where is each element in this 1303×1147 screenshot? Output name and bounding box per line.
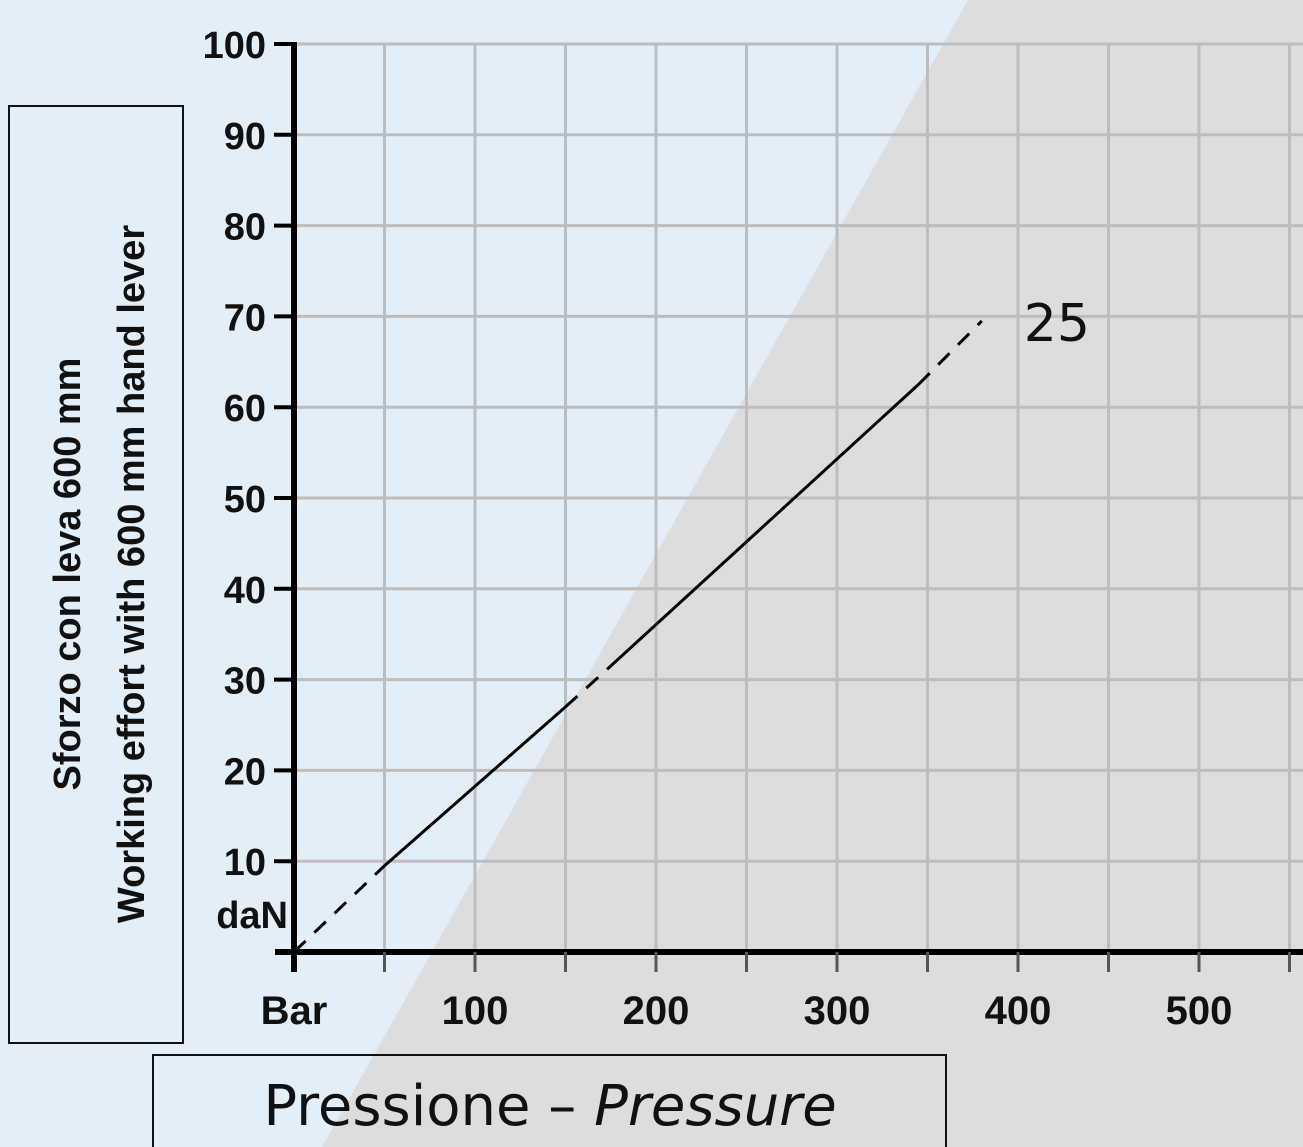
- x-axis-label-it: Pressione: [263, 1074, 530, 1139]
- axes: [275, 42, 1303, 972]
- y-tick-label-70: 70: [224, 297, 266, 339]
- series-label-0: 25: [1024, 294, 1090, 354]
- y-tick-label-60: 60: [224, 388, 266, 430]
- x-axis-label-en: Pressure: [594, 1074, 837, 1139]
- series: [292, 319, 983, 954]
- series-0-segment-1: [383, 705, 567, 867]
- y-tick-label-80: 80: [224, 207, 266, 249]
- x-tick-label-400: 400: [985, 989, 1052, 1033]
- y-tick-label-50: 50: [224, 479, 266, 521]
- x-tick-label-100: 100: [442, 989, 509, 1033]
- x-label-box: [152, 1054, 947, 1147]
- x-tick-label-500: 500: [1166, 989, 1233, 1033]
- x-axis-label-separator: –: [548, 1074, 576, 1139]
- y-tick-label-20: 20: [224, 751, 266, 793]
- series-0-segment-3: [609, 383, 920, 668]
- y-tick-label-10: 10: [224, 842, 266, 884]
- labels: Bar daN 25: [216, 294, 1090, 1033]
- ticks: 10 20 30 40 50 60 70 80 90 100 100 200 300 400 500: [203, 25, 1291, 1033]
- y-axis-label-line2: Working effort with 600 mm hand lever: [111, 225, 153, 923]
- x-axis-label: Pressione – Pressure: [263, 1074, 836, 1139]
- x-tick-label-200: 200: [623, 989, 690, 1033]
- y-tick-label-30: 30: [224, 661, 266, 703]
- y-tick-label-40: 40: [224, 570, 266, 612]
- y-axis-label-line1: Sforzo con leva 600 mm: [47, 358, 89, 791]
- series-0-segment-0: [292, 864, 386, 954]
- y-unit-label: daN: [216, 895, 288, 937]
- grid: [294, 42, 1303, 952]
- y-tick-label-100: 100: [203, 25, 266, 67]
- x-unit-label: Bar: [261, 989, 328, 1033]
- x-tick-label-300: 300: [804, 989, 871, 1033]
- series-0-segment-2: [564, 664, 612, 708]
- y-label-box: [8, 105, 184, 1044]
- y-tick-label-90: 90: [224, 116, 266, 158]
- series-0-segment-4: [917, 319, 983, 386]
